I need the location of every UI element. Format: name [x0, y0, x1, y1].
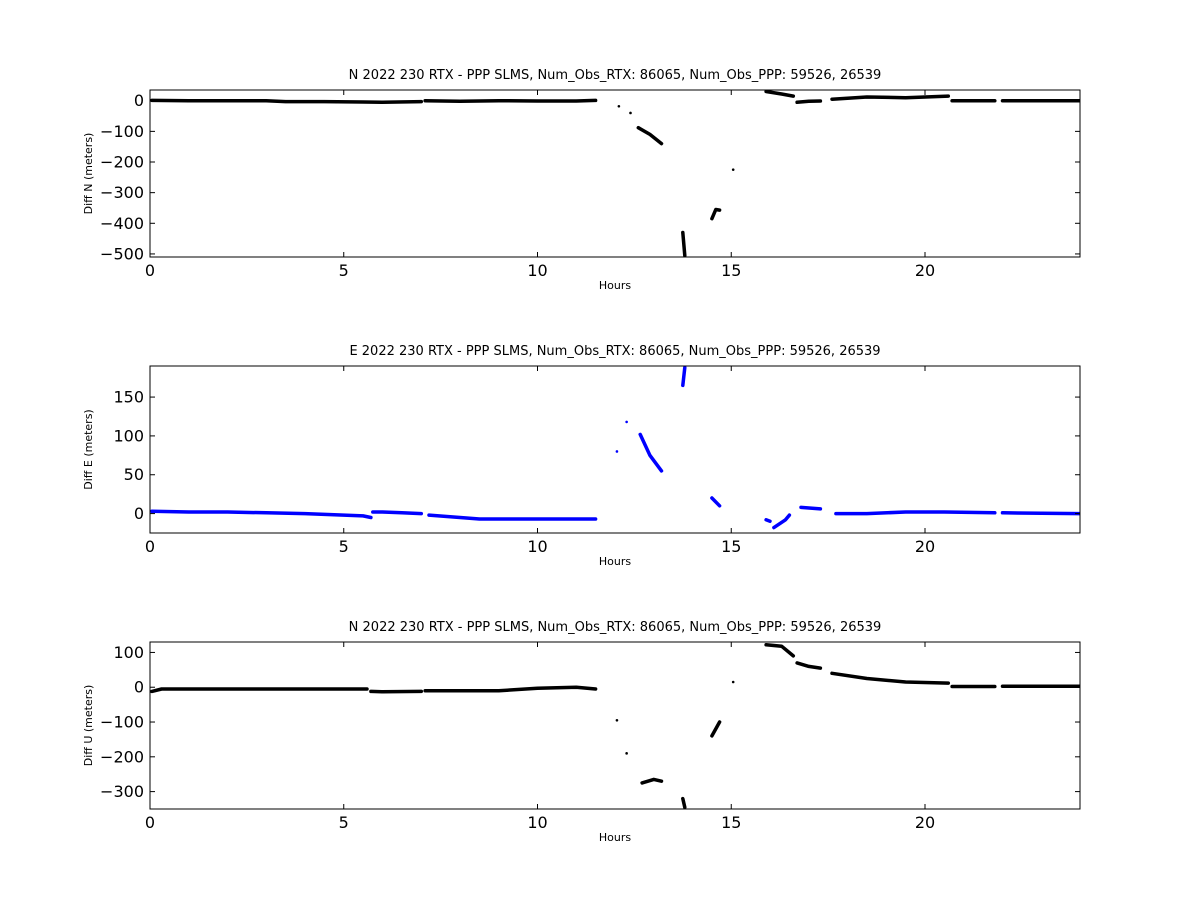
y-tick-label: −100: [100, 713, 144, 732]
data-segment: [764, 518, 772, 524]
y-tick-label: −200: [100, 153, 144, 172]
data-point: [731, 680, 735, 684]
data-segment: [710, 207, 722, 221]
y-tick-label: −300: [100, 782, 144, 801]
x-tick-label: 0: [145, 813, 155, 832]
data-layer: [150, 366, 1080, 530]
x-tick-label: 15: [721, 813, 741, 832]
data-segment: [640, 777, 664, 785]
data-segment: [150, 687, 369, 694]
y-tick-label: −400: [100, 214, 144, 233]
data-segment: [681, 366, 687, 388]
plot-frame: [149, 641, 1081, 810]
data-segment: [371, 510, 424, 516]
panel-1: N 2022 230 RTX - PPP SLMS, Num_Obs_RTX: …: [82, 68, 1081, 292]
data-point: [617, 104, 621, 108]
data-segment: [795, 661, 823, 670]
x-tick-label: 10: [527, 813, 547, 832]
data-point: [731, 168, 735, 171]
data-segment: [772, 513, 792, 530]
y-tick-label: −100: [100, 122, 144, 141]
data-segment: [423, 685, 598, 693]
data-point: [629, 111, 632, 115]
data-layer: [150, 90, 1080, 257]
y-tick-label: 100: [113, 426, 144, 445]
y-tick-label: −200: [100, 747, 144, 766]
x-tick-label: 20: [915, 813, 935, 832]
data-point: [625, 420, 628, 424]
x-tick-label: 5: [339, 261, 349, 280]
y-tick-label: −500: [100, 244, 144, 263]
y-tick-label: 50: [124, 465, 144, 484]
y-tick-label: −300: [100, 183, 144, 202]
y-tick-label: 0: [134, 91, 144, 110]
x-tick-label: 0: [145, 537, 155, 556]
panels: N 2022 230 RTX - PPP SLMS, Num_Obs_RTX: …: [82, 68, 1081, 844]
data-segment: [764, 643, 796, 658]
data-segment: [795, 99, 823, 105]
x-axis-label: Hours: [599, 555, 631, 568]
x-tick-label: 15: [721, 261, 741, 280]
chart-title: N 2022 230 RTX - PPP SLMS, Num_Obs_RTX: …: [349, 68, 882, 83]
data-layer: [150, 643, 1080, 809]
x-tick-label: 5: [339, 813, 349, 832]
x-tick-label: 20: [915, 261, 935, 280]
data-segment: [150, 98, 424, 105]
chart-title: N 2022 230 RTX - PPP SLMS, Num_Obs_RTX: …: [349, 620, 882, 635]
data-segment: [799, 505, 823, 511]
panel-2: E 2022 230 RTX - PPP SLMS, Num_Obs_RTX: …: [82, 344, 1081, 568]
data-point: [625, 752, 628, 755]
data-segment: [830, 671, 951, 685]
y-tick-label: 150: [113, 388, 144, 407]
x-axis-label: Hours: [599, 279, 631, 292]
y-tick-label: 0: [134, 504, 144, 523]
y-tick-label: 100: [113, 643, 144, 662]
x-tick-label: 5: [339, 537, 349, 556]
chart-title: E 2022 230 RTX - PPP SLMS, Num_Obs_RTX: …: [349, 344, 880, 359]
data-segment: [638, 432, 664, 473]
data-segment: [764, 90, 796, 98]
y-axis-label: Diff E (meters): [82, 409, 95, 489]
data-segment: [427, 513, 598, 521]
plot-frame: [149, 365, 1081, 534]
data-segment: [423, 98, 598, 104]
data-segment: [681, 230, 687, 257]
data-segment: [834, 510, 997, 516]
y-axis-label: Diff N (meters): [82, 133, 95, 215]
x-tick-label: 20: [915, 537, 935, 556]
x-axis-label: Hours: [599, 831, 631, 844]
data-segment: [150, 509, 373, 520]
data-segment: [1000, 511, 1080, 516]
plot-frame: [149, 89, 1081, 258]
x-tick-label: 15: [721, 537, 741, 556]
data-segment: [636, 125, 664, 146]
data-segment: [710, 496, 722, 508]
panel-3: N 2022 230 RTX - PPP SLMS, Num_Obs_RTX: …: [82, 620, 1081, 844]
data-segment: [681, 796, 687, 809]
data-segment: [710, 720, 722, 738]
data-point: [615, 718, 619, 722]
data-point: [615, 450, 619, 453]
y-axis-label: Diff U (meters): [82, 685, 95, 767]
y-tick-label: 0: [134, 678, 144, 697]
data-segment: [830, 94, 951, 101]
x-tick-label: 0: [145, 261, 155, 280]
x-tick-label: 10: [527, 537, 547, 556]
x-tick-label: 10: [527, 261, 547, 280]
